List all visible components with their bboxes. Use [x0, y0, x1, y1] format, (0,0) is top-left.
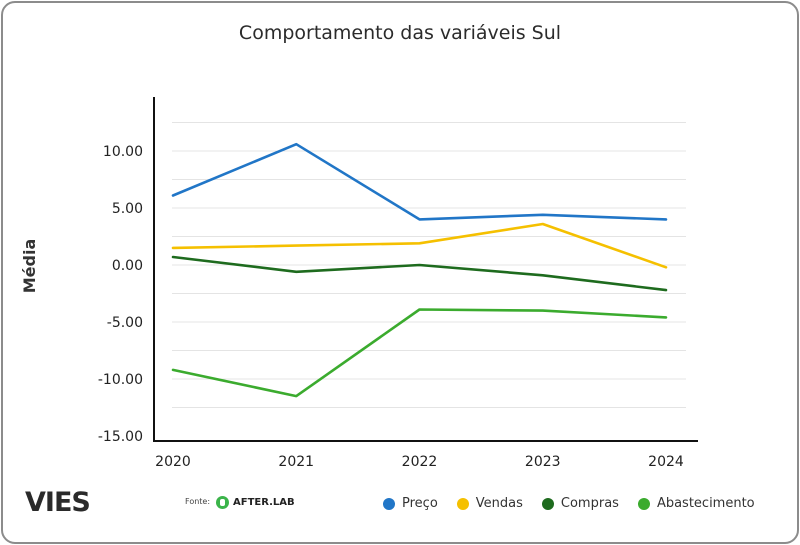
source-label: Fonte: [185, 497, 211, 506]
grid-lines [172, 122, 686, 408]
tick-labels: 10.00 5.00 0.00 -5.00 -10.00 -15.00 2020 2021 20… [98, 144, 684, 470]
y-axis-label: Média [20, 239, 39, 294]
y-tick-label: -5.00 [107, 315, 143, 331]
y-tick-label: 10.00 [103, 144, 143, 160]
afterlab-icon [216, 496, 229, 509]
legend-item-compras[interactable]: Compras [541, 496, 619, 511]
x-tick-label: 2024 [648, 454, 684, 470]
y-tick-label: -15.00 [98, 429, 143, 445]
legend-label: Compras [560, 496, 619, 511]
chart-legend: Preço Vendas Compras Abastecimento [383, 496, 755, 511]
legend-item-preço[interactable]: Preço [383, 496, 438, 511]
x-tick-label: 2020 [155, 454, 191, 470]
series-lines [171, 142, 668, 398]
legend-label: Preço [402, 496, 438, 511]
series-line-vendas [171, 222, 668, 269]
legend-item-abastecimento[interactable]: Abastecimento [637, 496, 755, 511]
legend-marker [456, 497, 469, 510]
legend-marker [541, 497, 554, 510]
legend-label: Abastecimento [656, 496, 755, 511]
legend-marker [383, 497, 395, 510]
afterlab-name: AFTER.LAB [233, 497, 295, 508]
afterlab-logo: AFTER.LAB [216, 496, 295, 509]
vies-logo: VIES [25, 487, 91, 518]
y-tick-label: -10.00 [98, 372, 143, 388]
series-line-compras [171, 255, 668, 292]
series-line-preço [171, 142, 668, 221]
y-tick-label: 0.00 [112, 258, 143, 274]
axes [153, 97, 698, 442]
legend-marker [637, 497, 650, 510]
legend-item-vendas[interactable]: Vendas [456, 496, 523, 511]
y-tick-label: 5.00 [112, 201, 143, 217]
legend-label: Vendas [475, 496, 523, 511]
series-line-abastecimento [171, 308, 668, 398]
chart-title: Comportamento das variáveis Sul [238, 22, 562, 44]
x-tick-label: 2021 [278, 454, 314, 470]
x-tick-label: 2022 [402, 454, 438, 470]
x-tick-label: 2023 [525, 454, 561, 470]
